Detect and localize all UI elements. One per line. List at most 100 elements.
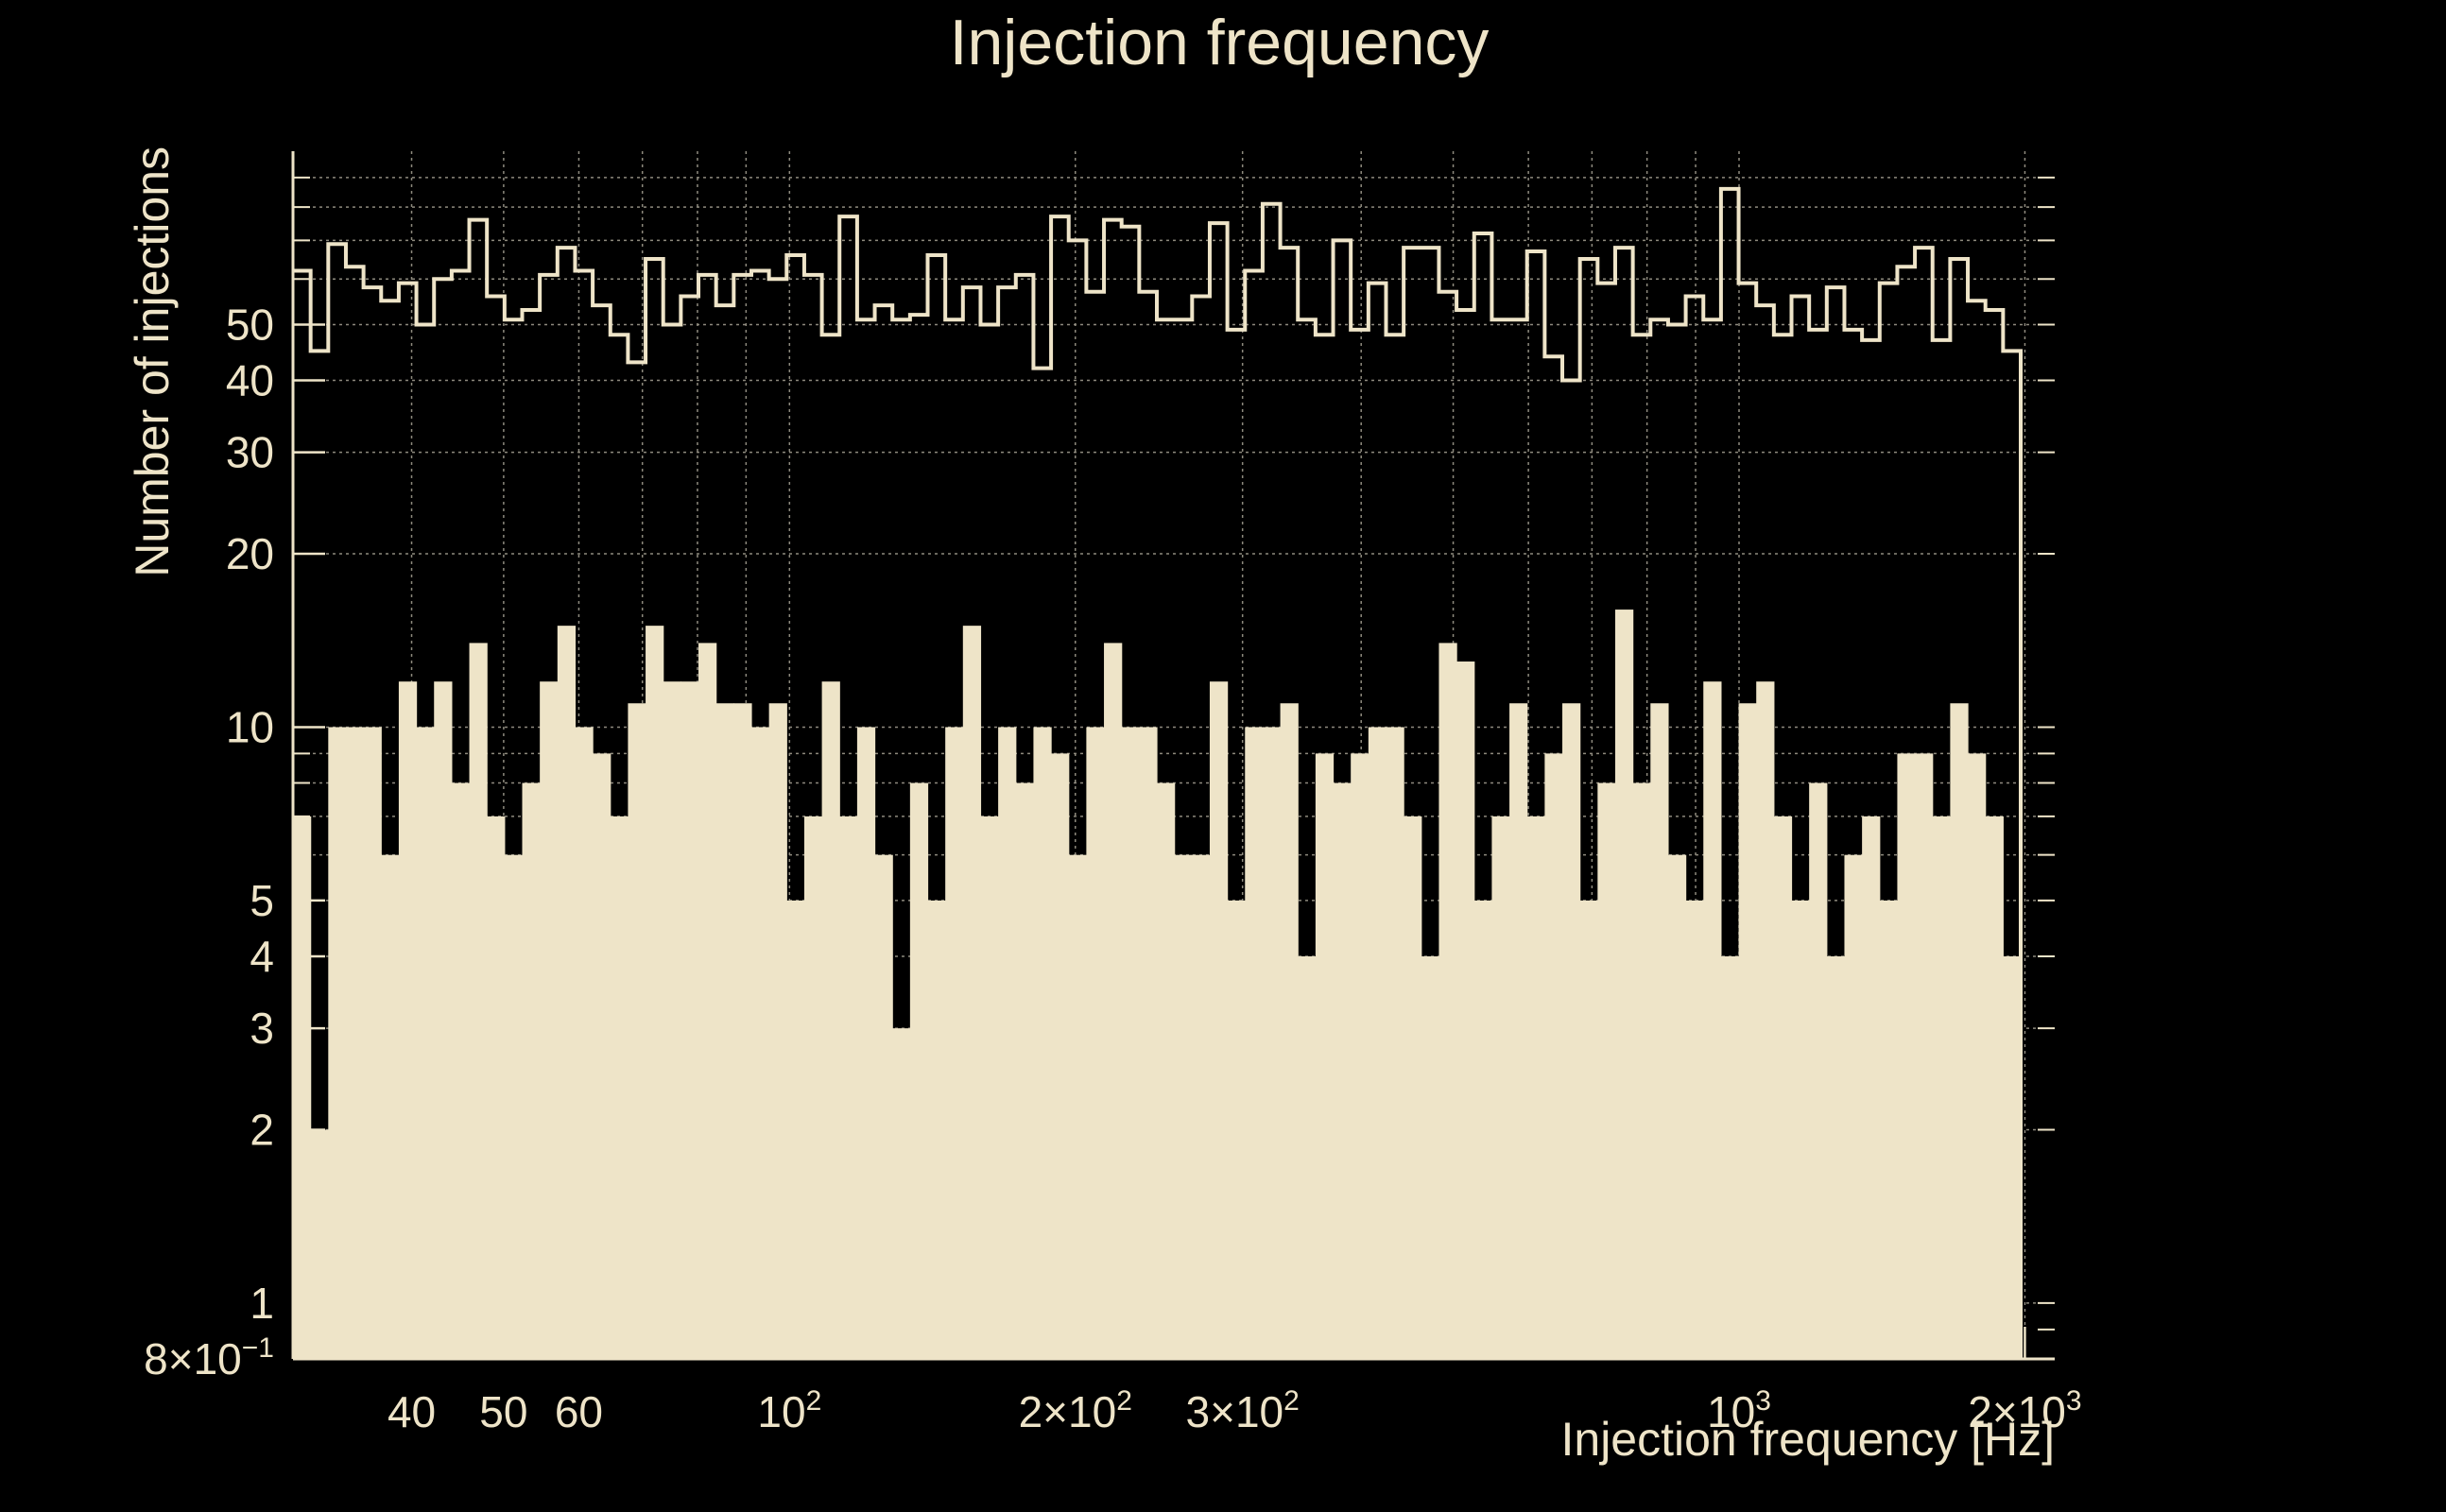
y-tick-label: 4 [250, 932, 274, 981]
histogram-bar [293, 816, 312, 1359]
histogram-bar [575, 727, 594, 1359]
histogram-bar [1068, 854, 1087, 1359]
histogram-bar [1597, 782, 1616, 1359]
histogram-bar [381, 854, 400, 1359]
histogram-bar [363, 727, 382, 1359]
y-tick-label: 50 [226, 300, 274, 349]
histogram-bar [1174, 854, 1193, 1359]
histogram-bar [1509, 703, 1528, 1359]
histogram-bar [786, 900, 805, 1359]
y-tick-label: 10 [226, 702, 274, 751]
histogram-bar [1985, 816, 2004, 1359]
histogram-bar [1315, 753, 1335, 1359]
histogram-bar [1386, 727, 1404, 1359]
histogram-bar [1720, 956, 1740, 1359]
x-tick-label: 2×102 [1019, 1385, 1132, 1436]
histogram-bar [1438, 643, 1457, 1359]
histogram-bar [1015, 782, 1035, 1359]
histogram-bar [750, 727, 770, 1359]
histogram-bar [1791, 900, 1810, 1359]
histogram-bar [1298, 956, 1317, 1359]
x-tick-label: 2×103 [1968, 1385, 2081, 1436]
histogram-bar [1491, 816, 1510, 1359]
axes [291, 151, 2055, 1361]
histogram-bar [909, 782, 929, 1359]
x-tick-label: 60 [555, 1387, 603, 1436]
y-tick-label: 3 [250, 1004, 274, 1053]
y-tick-label: 2 [250, 1105, 274, 1154]
y-tick-label: 8×10−1 [144, 1332, 274, 1383]
histogram-bar [1368, 727, 1387, 1359]
histogram-bar [1650, 703, 1669, 1359]
histogram-bar [2003, 956, 2022, 1359]
histogram-bar [504, 854, 524, 1359]
histogram-bar [540, 681, 559, 1359]
histogram-bar [927, 900, 946, 1359]
y-tick-label: 1 [250, 1279, 274, 1328]
histogram-bar [1333, 782, 1352, 1359]
histogram-bar [398, 681, 418, 1359]
histogram-bar [1245, 727, 1264, 1359]
histogram-bar [1738, 703, 1757, 1359]
histogram-bar [1862, 816, 1881, 1359]
histogram-bar [1121, 727, 1140, 1359]
histogram-bar [1826, 956, 1846, 1359]
bars [293, 610, 2022, 1359]
histogram-bar [839, 816, 858, 1359]
histogram-bar [1932, 816, 1951, 1359]
histogram-bar [1473, 900, 1493, 1359]
histogram-bar [1915, 753, 1934, 1359]
histogram-bar [1351, 753, 1369, 1359]
histogram-bar [487, 816, 506, 1359]
histogram-bar [646, 626, 664, 1359]
histogram-bar [1879, 900, 1899, 1359]
histogram-bar [1209, 681, 1229, 1359]
histogram-bar [451, 782, 471, 1359]
histogram-bar [1950, 703, 1969, 1359]
histogram-bar [610, 816, 629, 1359]
ticks: 8×10−11 2 3 4 5 10 20 30 40 50 40 50 60 102 2×102 3×102… [144, 176, 2082, 1436]
histogram-bar [416, 727, 435, 1359]
histogram-bar [1404, 816, 1422, 1359]
histogram-bar [1544, 753, 1563, 1359]
x-tick-label: 3×102 [1186, 1385, 1300, 1436]
histogram-bar [945, 727, 964, 1359]
histogram-bar [698, 643, 717, 1359]
histogram-bar [1968, 753, 1987, 1359]
x-tick-label: 50 [479, 1387, 527, 1436]
histogram-bar [1526, 816, 1545, 1359]
histogram-bar [345, 727, 365, 1359]
histogram-bar [874, 854, 893, 1359]
x-tick-label: 102 [757, 1385, 821, 1436]
histogram-bar [1756, 681, 1775, 1359]
histogram-bar [1773, 816, 1793, 1359]
histogram-bar [980, 816, 999, 1359]
histogram-bar [434, 681, 453, 1359]
histogram-bar [1685, 900, 1704, 1359]
histogram-bar [680, 681, 699, 1359]
histogram-bar [1227, 900, 1246, 1359]
histogram-bar [1262, 727, 1282, 1359]
histogram-bar [328, 727, 347, 1359]
histogram-bar [628, 703, 646, 1359]
histogram-bar [593, 753, 612, 1359]
x-tick-label: 103 [1707, 1385, 1771, 1436]
y-tick-label: 20 [226, 529, 274, 578]
histogram-bar [557, 626, 577, 1359]
histogram-bar [1051, 753, 1070, 1359]
chart-title: Injection frequency [950, 7, 1490, 78]
y-tick-label: 30 [226, 428, 274, 477]
histogram-bar [1667, 854, 1687, 1359]
series-step-line [293, 186, 2023, 1359]
histogram-bar [733, 703, 752, 1359]
histogram-bar [1897, 753, 1916, 1359]
histogram-bar [998, 727, 1017, 1359]
histogram-bar [1632, 782, 1651, 1359]
histogram-bar [1844, 854, 1863, 1359]
histogram-bar [1421, 956, 1440, 1359]
histogram-bar [962, 626, 982, 1359]
histogram-bar [1809, 782, 1828, 1359]
histogram-bar [856, 727, 876, 1359]
histogram-bar [663, 681, 681, 1359]
